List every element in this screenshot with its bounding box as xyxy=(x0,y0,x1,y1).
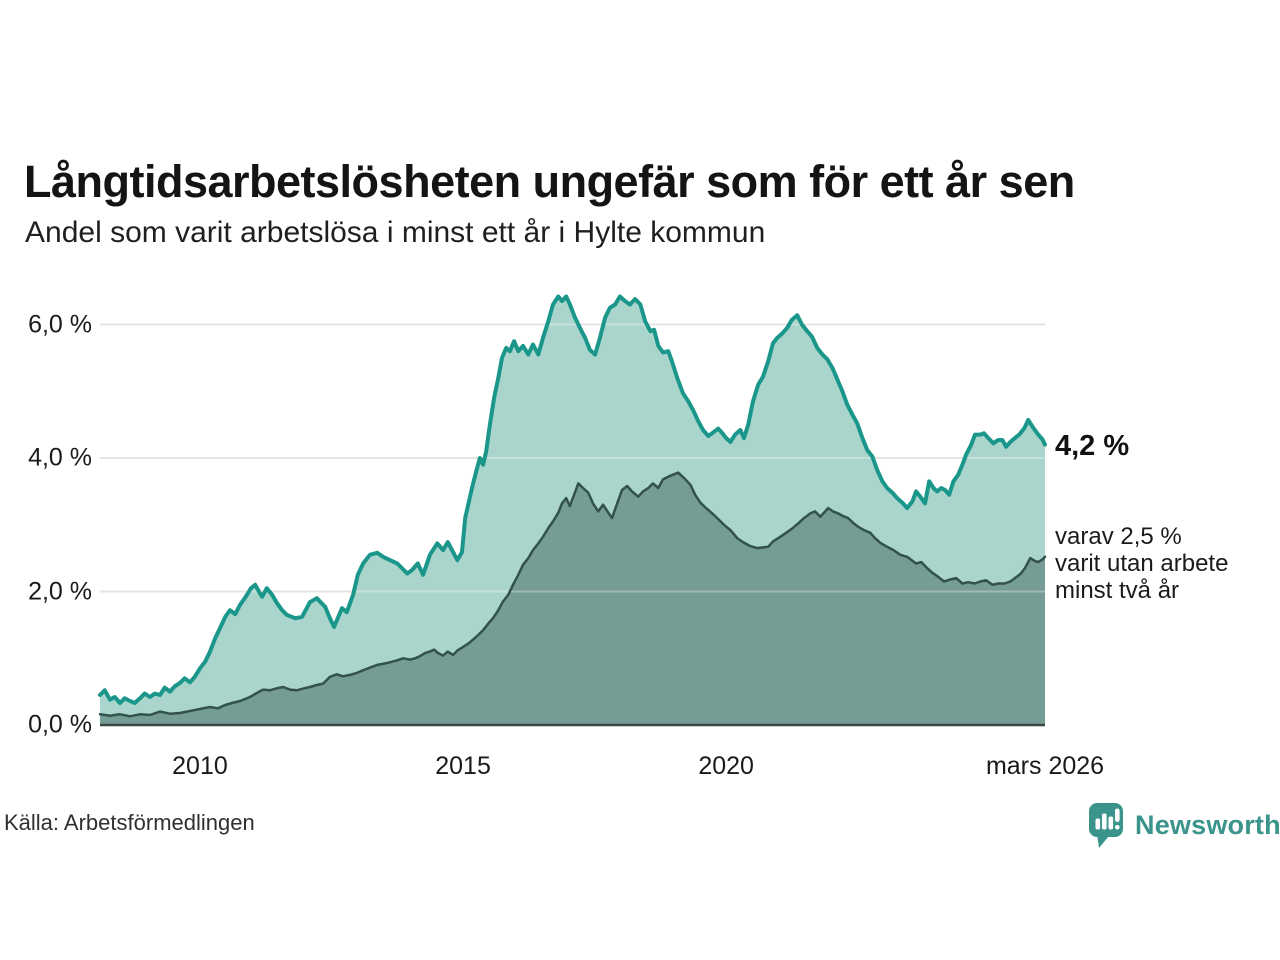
x-tick-mars-2026: mars 2026 xyxy=(985,752,1105,780)
x-tick-2015: 2015 xyxy=(435,752,491,780)
line-1yr xyxy=(98,294,1047,705)
area-2yr xyxy=(100,472,1045,725)
x-tick-2010: 2010 xyxy=(172,752,228,780)
y-tick-0,0%: 0,0 % xyxy=(28,710,92,739)
y-tick-2,0%: 2,0 % xyxy=(28,577,92,605)
two-year-annotation-line3: minst två år xyxy=(1055,577,1180,604)
two-year-annotation: varav 2,5 % varit utan arbete minst två … xyxy=(1055,523,1228,604)
two-year-annotation-line2: varit utan arbete xyxy=(1055,550,1229,577)
source-caption: Källa: Arbetsförmedlingen xyxy=(4,810,255,835)
line-2yr xyxy=(98,471,1047,718)
y-tick-6,0%: 6,0 % xyxy=(28,310,92,338)
x-tick-2020: 2020 xyxy=(698,752,754,780)
newsworthy-wordmark: Newsworthy xyxy=(1135,810,1280,840)
page-subtitle: Andel som varit arbetslösa i minst ett å… xyxy=(25,216,766,249)
two-year-annotation-line1: varav 2,5 % xyxy=(1055,523,1182,550)
newsworthy-logo: Newsworthy xyxy=(1088,802,1280,852)
newsworthy-bubble-chart-icon xyxy=(1089,803,1123,848)
page-title: Långtidsarbetslösheten ungefär som för e… xyxy=(24,156,1075,208)
y-tick-4,0%: 4,0 % xyxy=(28,443,92,472)
latest-value-label: 4,2 % xyxy=(1055,430,1130,462)
